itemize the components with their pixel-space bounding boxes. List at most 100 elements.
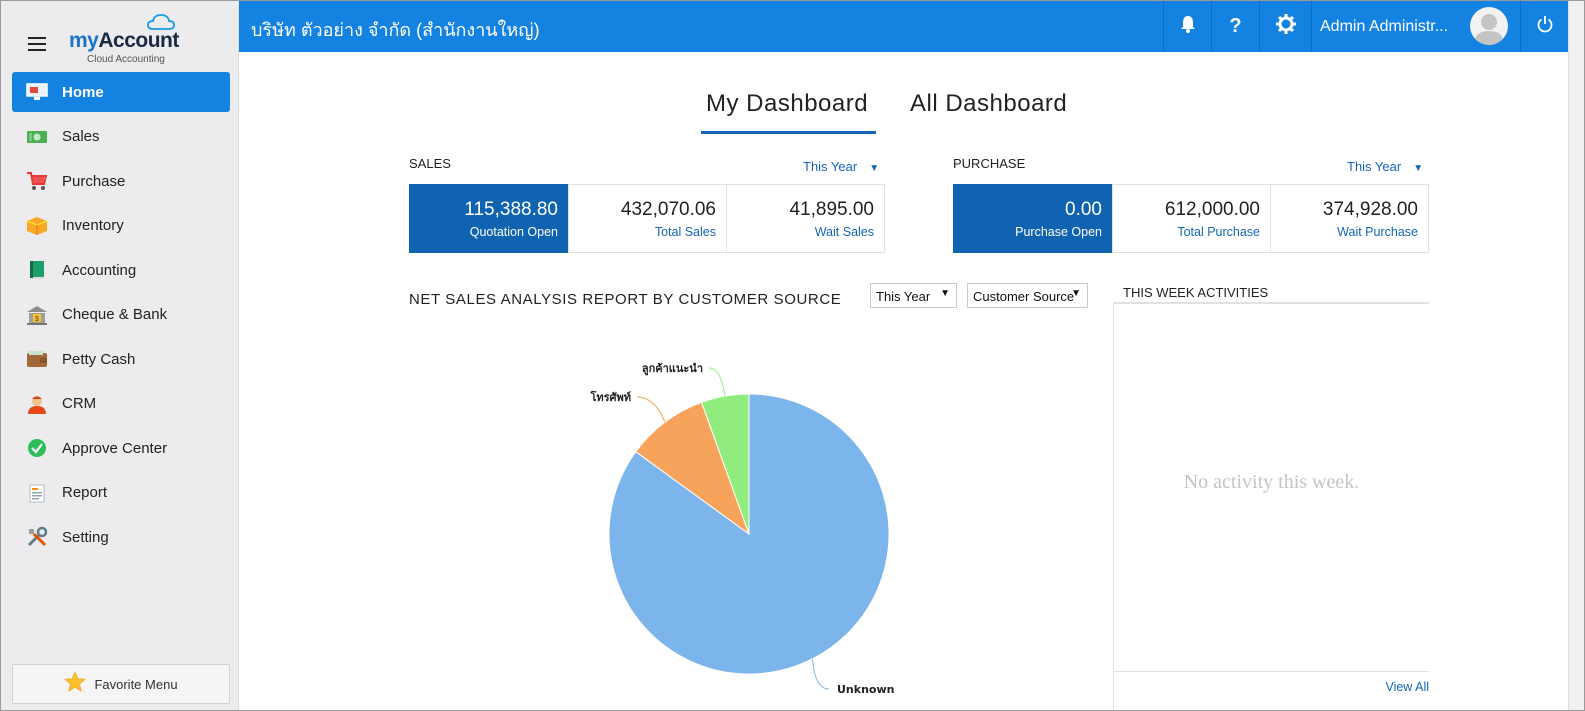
help-icon: ? bbox=[1229, 15, 1242, 37]
sidebar-item-label: Report bbox=[62, 484, 108, 501]
sales-range-dropdown[interactable]: This Year ▼ bbox=[803, 159, 879, 174]
pie-label-0: Unknown bbox=[837, 683, 894, 696]
sidebar-item-accounting[interactable]: Accounting bbox=[12, 250, 230, 290]
kpi-value: 432,070.06 bbox=[620, 199, 716, 220]
sidebar-item-setting[interactable]: Setting bbox=[12, 517, 230, 557]
hamburger-menu-icon[interactable] bbox=[28, 37, 46, 51]
power-icon bbox=[1537, 15, 1553, 38]
view-all-link[interactable]: View All bbox=[1385, 680, 1429, 694]
kpi-caption: Total Purchase bbox=[1177, 225, 1260, 239]
avatar[interactable] bbox=[1470, 7, 1508, 45]
tab-my-dashboard[interactable]: My Dashboard bbox=[706, 90, 869, 117]
sidebar-item-crm[interactable]: CRM bbox=[12, 384, 230, 424]
divider bbox=[1211, 1, 1212, 52]
pie-label-2: ลูกค้าแนะนำ bbox=[642, 362, 703, 376]
divider bbox=[1259, 1, 1260, 52]
cash-icon bbox=[25, 126, 49, 148]
sidebar-item-label: Inventory bbox=[62, 217, 124, 234]
sidebar-item-label: Home bbox=[62, 83, 104, 101]
pie-connector-1 bbox=[636, 396, 666, 423]
sidebar-item-label: Setting bbox=[62, 528, 109, 546]
kpi-purchase-open[interactable]: 0.00 Purchase Open bbox=[953, 184, 1113, 253]
period-select[interactable]: This Year ▼ bbox=[870, 283, 957, 308]
person-icon bbox=[25, 393, 49, 415]
kpi-quotation-open[interactable]: 115,388.80 Quotation Open bbox=[409, 184, 569, 253]
tab-all-dashboard[interactable]: All Dashboard bbox=[910, 90, 1068, 117]
kpi-total-purchase[interactable]: 612,000.00 Total Purchase bbox=[1112, 184, 1271, 253]
divider bbox=[1114, 671, 1429, 672]
logo: myAccount Cloud Accounting bbox=[69, 13, 189, 65]
sidebar: myAccount Cloud Accounting Home Sales bbox=[1, 1, 239, 710]
purchase-range-dropdown[interactable]: This Year ▼ bbox=[1347, 159, 1423, 174]
sales-range-label: This Year bbox=[803, 159, 858, 174]
pie-connector-0 bbox=[812, 658, 830, 690]
active-tab-indicator bbox=[701, 131, 876, 134]
group-select[interactable]: Customer Source ▼ bbox=[967, 283, 1088, 308]
sidebar-item-approve-center[interactable]: Approve Center bbox=[12, 428, 230, 468]
kpi-wait-purchase[interactable]: 374,928.00 Wait Purchase bbox=[1270, 184, 1429, 253]
pie-slice-2[interactable] bbox=[700, 393, 750, 535]
sidebar-item-label: Approve Center bbox=[62, 439, 168, 457]
purchase-section-title: PURCHASE bbox=[953, 156, 1026, 171]
divider bbox=[1311, 1, 1312, 52]
bank-icon: $ bbox=[25, 304, 49, 326]
kpi-total-sales[interactable]: 432,070.06 Total Sales bbox=[568, 184, 727, 253]
book-icon bbox=[25, 259, 49, 281]
logo-subtitle: Cloud Accounting bbox=[87, 54, 165, 65]
kpi-wait-sales[interactable]: 41,895.00 Wait Sales bbox=[726, 184, 885, 253]
divider bbox=[1520, 1, 1521, 52]
sidebar-item-purchase[interactable]: Purchase bbox=[12, 161, 230, 201]
star-icon bbox=[64, 670, 87, 698]
favorite-menu-label: Favorite Menu bbox=[94, 676, 178, 692]
period-select-value: This Year bbox=[876, 289, 931, 304]
bell-icon bbox=[1180, 15, 1196, 38]
kpi-caption: Quotation Open bbox=[469, 225, 558, 239]
user-name[interactable]: Admin Administr... bbox=[1320, 18, 1449, 35]
activities-empty-text: No activity this week. bbox=[1183, 471, 1360, 493]
sidebar-nav: Home Sales Purchase Inventory bbox=[12, 72, 230, 562]
help-button[interactable]: ? bbox=[1212, 1, 1259, 52]
sidebar-item-report[interactable]: Report bbox=[12, 473, 230, 513]
tools-icon bbox=[25, 526, 49, 548]
caret-down-icon: ▼ bbox=[1413, 163, 1424, 174]
cloud-icon bbox=[147, 14, 175, 30]
notification-button[interactable] bbox=[1164, 1, 1211, 52]
sidebar-item-sales[interactable]: Sales bbox=[12, 117, 230, 157]
sidebar-item-label: Purchase bbox=[62, 172, 126, 190]
caret-down-icon: ▼ bbox=[940, 288, 950, 299]
kpi-caption: Purchase Open bbox=[1015, 225, 1102, 239]
caret-down-icon: ▼ bbox=[1071, 288, 1081, 299]
pie-chart: Unknown โทรศัพท์ ลูกค้าแนะนำ bbox=[589, 362, 894, 696]
gear-icon bbox=[1275, 14, 1296, 39]
sidebar-item-cheque-bank[interactable]: $ Cheque & Bank bbox=[12, 295, 230, 335]
logout-button[interactable] bbox=[1521, 1, 1568, 52]
kpi-value: 41,895.00 bbox=[789, 199, 874, 220]
sidebar-item-label: CRM bbox=[62, 395, 97, 412]
kpi-caption: Wait Purchase bbox=[1337, 225, 1418, 239]
pie-label-1: โทรศัพท์ bbox=[589, 390, 631, 404]
company-name[interactable]: บริษัท ตัวอย่าง จำกัด (สำนักงานใหญ่) bbox=[251, 20, 540, 40]
divider bbox=[1163, 1, 1164, 52]
report-icon bbox=[25, 482, 49, 504]
report-title: NET SALES ANALYSIS REPORT BY CUSTOMER SO… bbox=[409, 291, 842, 308]
kpi-value: 0.00 bbox=[1065, 199, 1102, 220]
sidebar-item-label: Petty Cash bbox=[62, 350, 136, 368]
check-circle-icon bbox=[25, 437, 49, 459]
sidebar-item-inventory[interactable]: Inventory bbox=[12, 206, 230, 246]
sidebar-item-petty-cash[interactable]: Petty Cash bbox=[12, 339, 230, 379]
pie-connector-2 bbox=[708, 367, 726, 397]
kpi-caption: Wait Sales bbox=[814, 225, 874, 239]
favorite-menu-button[interactable]: Favorite Menu bbox=[12, 664, 230, 704]
kpi-caption: Total Sales bbox=[654, 225, 716, 239]
activities-title: THIS WEEK ACTIVITIES bbox=[1123, 285, 1269, 300]
sidebar-item-home[interactable]: Home bbox=[12, 72, 230, 112]
monitor-icon bbox=[25, 81, 49, 103]
svg-text:$: $ bbox=[35, 316, 39, 323]
settings-button[interactable] bbox=[1260, 1, 1311, 52]
purchase-range-label: This Year bbox=[1347, 159, 1402, 174]
logo-brand: myAccount bbox=[69, 29, 179, 52]
kpi-value: 374,928.00 bbox=[1322, 199, 1418, 220]
scrollbar[interactable] bbox=[1568, 1, 1584, 710]
pie-slice-1[interactable] bbox=[635, 401, 751, 536]
